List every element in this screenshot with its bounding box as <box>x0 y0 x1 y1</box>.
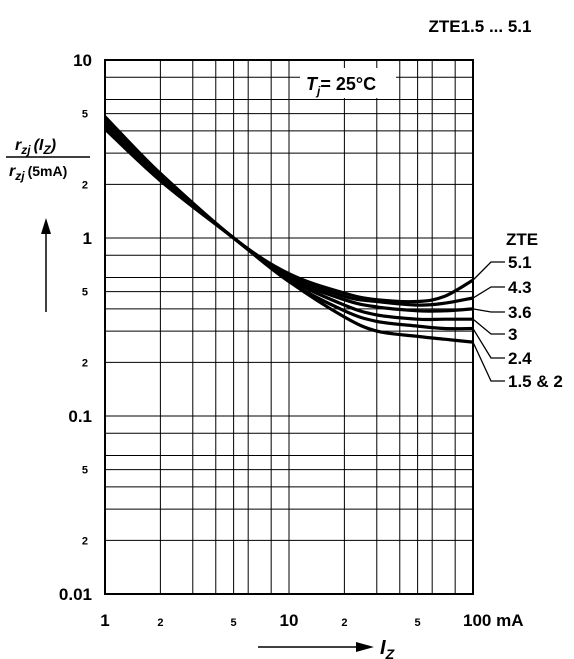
chart-title: ZTE1.5 ... 5.1 <box>429 17 532 36</box>
series-leader-lines <box>472 261 505 382</box>
y-tick-labels: 0.01 2 5 0.1 2 5 1 2 5 10 <box>59 51 92 604</box>
series-leader-line <box>472 261 505 281</box>
temperature-annotation: Tj= 25°C <box>306 74 376 98</box>
series-label: 1.5 & 2 <box>508 372 563 391</box>
y-tick-label: 2 <box>82 535 88 547</box>
x-tick-label: 10 <box>280 611 299 630</box>
series-label: 4.3 <box>508 278 532 297</box>
x-tick-label: 1 <box>100 611 109 630</box>
y-axis-arrow-head <box>41 218 51 234</box>
series-label: 3 <box>508 325 517 344</box>
series-label: 5.1 <box>508 253 532 272</box>
x-tick-label: 2 <box>157 617 163 629</box>
series-leader-line <box>472 308 505 313</box>
svg-text:rzj(5mA): rzj (5mA) <box>9 163 67 183</box>
series-leader-line <box>472 286 505 299</box>
series-line <box>103 118 474 307</box>
legend-header: ZTE <box>506 230 538 249</box>
y-tick-label: 0.1 <box>68 407 92 426</box>
x-tick-label: 100 mA <box>463 611 523 630</box>
y-tick-label: 2 <box>82 179 88 191</box>
series-leader-line <box>472 341 505 382</box>
series-leader-line <box>472 328 505 359</box>
y-tick-label: 10 <box>73 51 92 70</box>
series-line <box>103 127 474 344</box>
annotation-box <box>300 68 396 98</box>
y-tick-label: 5 <box>82 287 88 299</box>
x-tick-labels: 1 2 5 10 2 5 100 mA <box>100 611 523 630</box>
y-tick-label: 5 <box>82 465 88 477</box>
y-tick-label: 0.01 <box>59 585 92 604</box>
x-tick-label: 5 <box>415 617 421 629</box>
x-tick-label: 5 <box>231 617 237 629</box>
svg-text:rzj(IZ): rzj (IZ) <box>15 137 56 157</box>
series-label: 3.6 <box>508 303 532 322</box>
series-label: 2.4 <box>508 349 532 368</box>
y-tick-label: 1 <box>83 229 92 248</box>
x-axis-label: IZ <box>380 637 395 659</box>
y-tick-label: 2 <box>82 357 88 369</box>
y-tick-label: 5 <box>82 109 88 121</box>
series-line <box>103 122 473 322</box>
series-leader-line <box>472 318 505 335</box>
x-axis-arrow-head <box>356 642 374 652</box>
y-axis-label: rzj (IZ) rzj (5mA) <box>6 137 90 183</box>
x-tick-label: 2 <box>341 617 347 629</box>
series-labels: 5.1 4.3 3.6 3 2.4 1.5 & 2 <box>508 253 563 391</box>
series-lines <box>103 115 474 344</box>
